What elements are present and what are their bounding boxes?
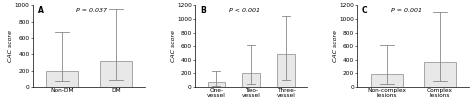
Text: P = 0.037: P = 0.037 [76,8,107,13]
Bar [100,61,132,87]
Bar [208,82,225,87]
Bar [46,71,78,87]
Bar [243,73,260,87]
Text: P = 0.001: P = 0.001 [391,8,422,13]
Y-axis label: CAC score: CAC score [171,30,175,62]
Y-axis label: CAC score: CAC score [9,30,13,62]
Text: A: A [37,6,44,15]
Text: B: B [200,6,206,15]
Text: P < 0.001: P < 0.001 [229,8,260,13]
Text: C: C [362,6,367,15]
Y-axis label: CAC score: CAC score [333,30,337,62]
Bar [277,54,295,87]
Bar [371,74,403,87]
Bar [424,62,456,87]
